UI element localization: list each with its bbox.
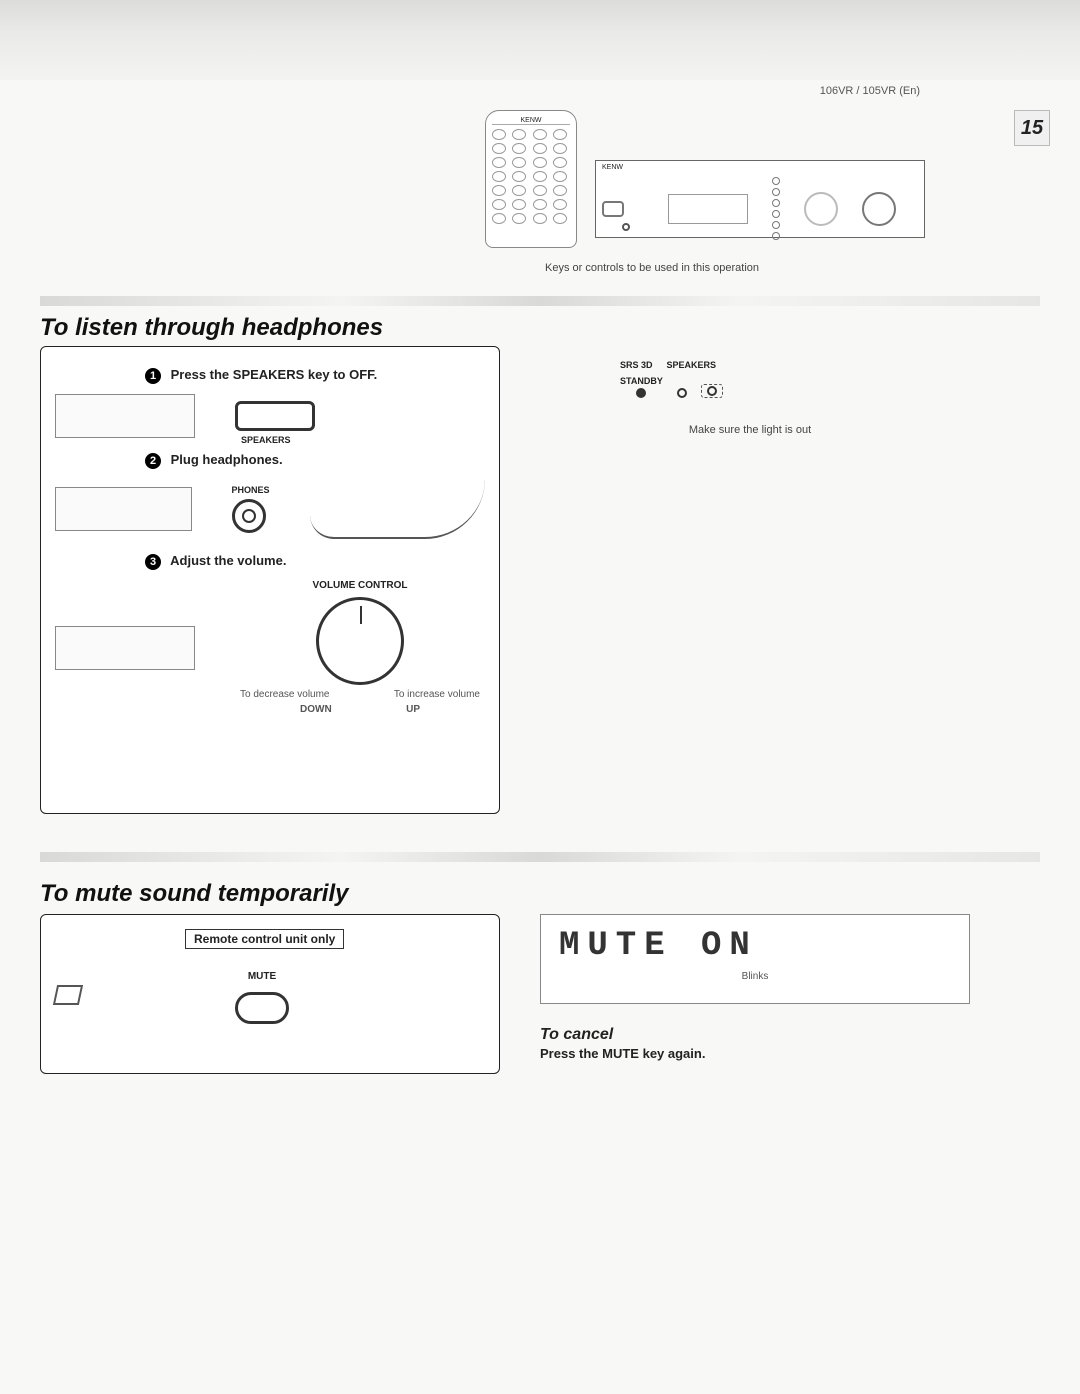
mute-display-panel: MUTE ON Blinks To cancel Press the MUTE … xyxy=(540,914,980,1061)
headphone-cable-icon xyxy=(310,479,485,539)
step-1-bullet: 1 xyxy=(145,368,161,384)
unit-power-led xyxy=(622,223,630,231)
lcd-text: MUTE ON xyxy=(559,927,951,965)
unit-small-knob-column xyxy=(772,177,780,240)
mute-key-icon xyxy=(235,992,289,1024)
blinks-caption: Blinks xyxy=(559,971,951,982)
volume-up-label: UP xyxy=(406,704,420,715)
page-number: 15 xyxy=(1014,110,1050,146)
step-1-text: Press the SPEAKERS key to OFF. xyxy=(171,367,378,382)
mute-key-label: MUTE xyxy=(235,971,289,982)
remote-icon xyxy=(53,985,83,1005)
unit-diagram: KENW xyxy=(595,160,925,238)
remote-brand-label: KENW xyxy=(492,117,570,125)
unit-brand-label: KENW xyxy=(602,164,623,171)
mute-panel: Remote control unit only MUTE xyxy=(40,914,500,1074)
make-sure-caption: Make sure the light is out xyxy=(620,424,880,436)
unit-display-icon xyxy=(668,194,748,224)
headphones-steps-panel: 1 Press the SPEAKERS key to OFF. SPEAKER… xyxy=(40,346,500,814)
remote-only-box: Remote control unit only xyxy=(185,929,344,949)
unit-slot-icon xyxy=(602,201,624,217)
remote-button-grid xyxy=(492,129,570,224)
status-lights-row-2: STANDBY xyxy=(620,376,960,398)
remote-diagram: KENW xyxy=(485,110,577,248)
volume-decrease-label: To decrease volume xyxy=(240,689,330,700)
volume-knob-figure: VOLUME CONTROL To decrease volume To inc… xyxy=(235,580,485,715)
to-cancel-title: To cancel xyxy=(540,1026,980,1044)
standby-led-icon xyxy=(636,388,646,398)
step-2-line: 2 Plug headphones. xyxy=(145,452,485,469)
step-3-text: Adjust the volume. xyxy=(170,553,286,568)
unit-volume-knob xyxy=(862,192,896,226)
standby-label: STANDBY xyxy=(620,376,663,386)
phones-label: PHONES xyxy=(232,485,270,495)
section-title-headphones: To listen through headphones xyxy=(40,314,383,342)
step-2-unit-thumb xyxy=(55,487,192,531)
lcd-display: MUTE ON Blinks xyxy=(540,914,970,1004)
speakers-key-label: SPEAKERS xyxy=(241,435,291,445)
scan-noise-top xyxy=(0,0,1080,80)
phones-jack-figure: PHONES xyxy=(232,485,270,533)
status-lights-row: SRS 3D SPEAKERS xyxy=(620,360,960,370)
phones-jack-icon xyxy=(232,499,266,533)
srs-label: SRS 3D xyxy=(620,360,653,370)
mute-key-figure: MUTE xyxy=(235,971,289,1024)
speakers-key-icon xyxy=(235,401,315,431)
volume-control-title: VOLUME CONTROL xyxy=(235,580,485,591)
divider-2 xyxy=(40,852,1040,862)
step-1-line: 1 Press the SPEAKERS key to OFF. xyxy=(145,367,485,384)
volume-knob-icon xyxy=(316,597,404,685)
diagram-caption: Keys or controls to be used in this oper… xyxy=(545,262,759,274)
speakers-led-box xyxy=(701,384,723,398)
speakers-status-label: SPEAKERS xyxy=(667,360,717,370)
unit-selector-knob xyxy=(804,192,838,226)
srs-led-icon xyxy=(677,388,687,398)
speakers-led-icon xyxy=(707,386,717,396)
volume-down-label: DOWN xyxy=(300,704,332,715)
section-title-mute: To mute sound temporarily xyxy=(40,880,348,908)
step-2-bullet: 2 xyxy=(145,453,161,469)
top-diagram-row: KENW KENW xyxy=(485,110,925,248)
divider-1 xyxy=(40,296,1040,306)
speakers-key-figure: SPEAKERS xyxy=(235,401,315,431)
step-3-unit-thumb xyxy=(55,626,195,670)
step-3-line: 3 Adjust the volume. xyxy=(145,553,485,570)
mute-remote-thumb xyxy=(55,967,115,1027)
model-code: 106VR / 105VR (En) xyxy=(820,85,920,97)
step-2-text: Plug headphones. xyxy=(171,452,283,467)
headphones-status-panel: SRS 3D SPEAKERS STANDBY Make sure the li… xyxy=(540,360,960,436)
step-3-bullet: 3 xyxy=(145,554,161,570)
to-cancel-body: Press the MUTE key again. xyxy=(540,1046,980,1061)
step-1-unit-thumb xyxy=(55,394,195,438)
volume-increase-label: To increase volume xyxy=(394,689,480,700)
